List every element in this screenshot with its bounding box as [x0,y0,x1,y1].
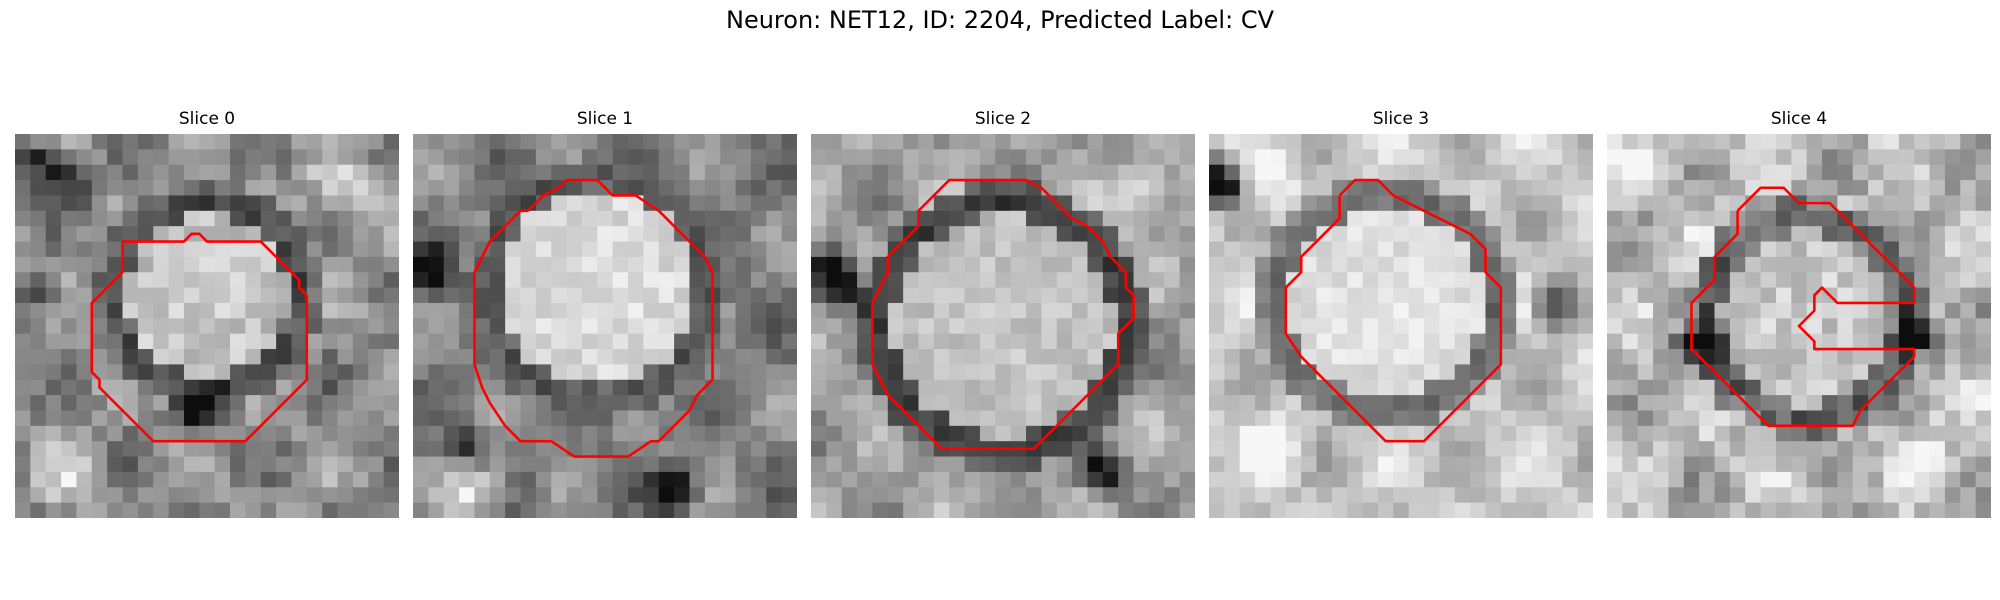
slice-title: Slice 3 [1372,109,1430,129]
segmentation-contour [1284,178,1503,443]
slice-title: Slice 2 [974,109,1032,129]
slice-panel-2: Slice 2 [811,108,1195,518]
slice-panel-4: Slice 4 [1607,108,1991,518]
slice-panel-3: Slice 3 [1209,108,1593,518]
slice-title: Slice 4 [1770,109,1828,129]
slice-title: Slice 1 [576,109,634,129]
slice-title: Slice 0 [178,109,236,129]
slice-image [1607,134,1991,518]
segmentation-contour [473,178,714,458]
slice-image [1209,134,1593,518]
slice-panel-0: Slice 0 [15,108,399,518]
slice-image [811,134,1195,518]
slice-image [413,134,797,518]
figure-title: Neuron: NET12, ID: 2204, Predicted Label… [726,6,1274,34]
segmentation-contour [90,232,309,443]
slice-panel-1: Slice 1 [413,108,797,518]
segmentation-contour [871,178,1135,451]
segmentation-contour [1690,186,1916,428]
slice-image [15,134,399,518]
